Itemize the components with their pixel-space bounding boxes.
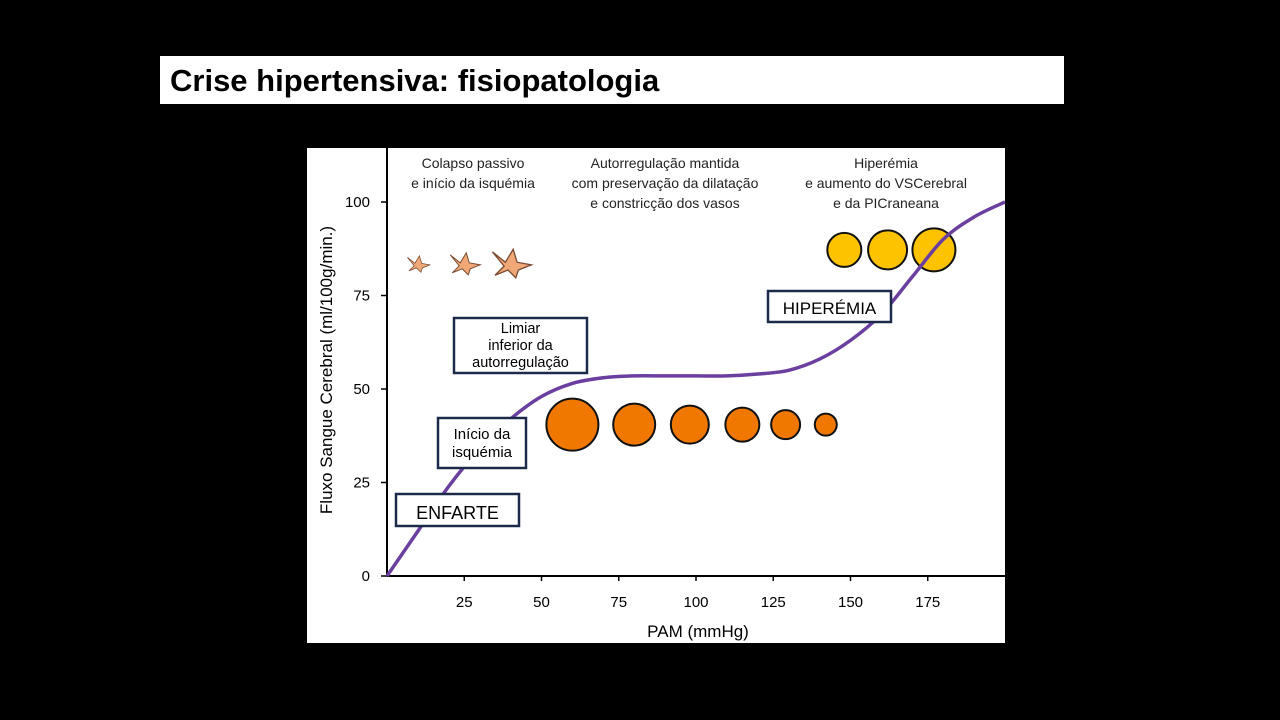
contracted-vessels	[545, 397, 838, 452]
annotation-box: Limiar inferior da autorregulação	[452, 316, 589, 375]
dilated-vessel	[867, 229, 909, 271]
spasm-vessels	[407, 247, 534, 280]
annotation-box: Início da isquémia	[436, 416, 528, 470]
y-axis-label: Fluxo Sangue Cerebral (ml/100g/min.)	[317, 226, 336, 514]
x-tick-label: 25	[456, 594, 473, 611]
x-tick-label: 50	[533, 594, 550, 611]
annotation-box: HIPERÉMIA	[766, 289, 893, 324]
chart-figure: 25 50 75 100 125 150 175 0 25 50 75 100 PAM (mmHg) …	[307, 148, 1005, 643]
region-notes: Colapso passivo e início da isquémia Autor…	[411, 155, 967, 211]
region-note: Hiperémia e aumento do VSCerebral e da PIC…	[805, 155, 967, 211]
contracted-vessel	[770, 409, 802, 441]
x-tick-label: 175	[915, 594, 940, 611]
contracted-vessel	[813, 412, 838, 437]
x-tick-label: 125	[761, 594, 786, 611]
spasm-vessel	[407, 254, 432, 274]
region-note: Autorregulação mantida com preservação da…	[572, 155, 759, 211]
annotation-label: Início da isquémia	[452, 426, 513, 461]
x-tick-label: 75	[610, 594, 627, 611]
x-axis-label: PAM (mmHg)	[647, 622, 749, 641]
y-tick-label: 75	[353, 288, 370, 305]
title-bar: Crise hipertensiva: fisiopatologia	[160, 56, 1064, 104]
annotation-label: Limiar inferior da autorregulação	[472, 321, 569, 371]
annotation-label: HIPERÉMIA	[783, 299, 877, 318]
y-tick-label: 50	[353, 381, 370, 398]
region-note: Colapso passivo e início da isquémia	[411, 155, 535, 191]
contracted-vessel	[545, 397, 600, 452]
axis-ticks: 25 50 75 100 125 150 175 0 25 50 75 100	[345, 194, 940, 611]
contracted-vessel	[724, 406, 761, 443]
y-tick-label: 100	[345, 194, 370, 211]
annotation-box: ENFARTE	[394, 492, 521, 528]
spasm-vessel	[449, 251, 483, 276]
slide-title: Crise hipertensiva: fisiopatologia	[170, 63, 660, 98]
dilated-vessels	[826, 227, 957, 273]
x-tick-label: 150	[838, 594, 863, 611]
dilated-vessel	[826, 231, 863, 268]
contracted-vessel	[669, 404, 710, 445]
y-tick-label: 0	[362, 568, 370, 585]
x-tick-label: 100	[683, 594, 708, 611]
contracted-vessel	[612, 402, 657, 447]
annotation-boxes: Limiar inferior da autorregulação HIPERÉMIA…	[394, 289, 893, 528]
y-tick-label: 25	[353, 475, 370, 492]
spasm-vessel	[491, 247, 534, 280]
annotation-label: ENFARTE	[416, 503, 499, 523]
